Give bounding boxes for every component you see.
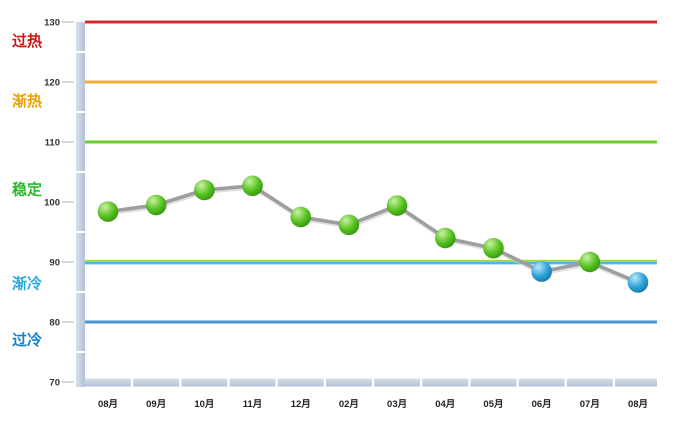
x-axis-bar-segment bbox=[85, 378, 131, 387]
x-tick-label: 05月 bbox=[483, 399, 503, 410]
y-tick-mark bbox=[62, 321, 74, 323]
series-line bbox=[106, 184, 640, 285]
x-axis-bar-segment bbox=[325, 378, 372, 387]
y-axis-bar-segment bbox=[76, 53, 85, 111]
y-axis-bar-segment bbox=[76, 233, 85, 291]
x-tick-label: 08月 bbox=[628, 399, 648, 410]
zone-label: 渐冷 bbox=[12, 275, 42, 293]
data-point-marker-05月-green[interactable] bbox=[482, 237, 504, 259]
x-tick-label: 06月 bbox=[532, 399, 552, 410]
boundary-line-130 bbox=[85, 20, 657, 24]
x-axis-bar-segment bbox=[133, 378, 180, 387]
x-axis-bar-segment bbox=[615, 378, 657, 387]
y-tick-mark bbox=[62, 141, 74, 143]
x-axis-bar-segment bbox=[566, 378, 613, 387]
x-axis-bar-segment bbox=[374, 378, 421, 387]
zone-label: 过冷 bbox=[12, 331, 42, 349]
x-axis-bar-segment bbox=[181, 378, 228, 387]
y-axis-bar-segment bbox=[76, 353, 85, 387]
x-axis-bar-segment bbox=[422, 378, 469, 387]
y-tick-mark bbox=[62, 381, 74, 383]
x-axis-bar-segment bbox=[277, 378, 324, 387]
y-tick-label: 130 bbox=[44, 18, 60, 29]
data-point-marker-03月-green[interactable] bbox=[386, 195, 408, 217]
data-point-marker-02月-green[interactable] bbox=[338, 214, 360, 236]
x-tick-label: 08月 bbox=[98, 399, 118, 410]
x-tick-label: 02月 bbox=[339, 399, 359, 410]
zone-label: 稳定 bbox=[12, 180, 42, 198]
y-axis-bar-segment bbox=[76, 293, 85, 351]
data-point-marker-06月-blue[interactable] bbox=[531, 261, 553, 283]
x-tick-label: 04月 bbox=[435, 399, 455, 410]
boundary-line-120 bbox=[85, 80, 657, 84]
data-point-marker-09月-green[interactable] bbox=[145, 194, 167, 216]
data-point-marker-08月-blue[interactable] bbox=[627, 271, 649, 293]
x-tick-label: 09月 bbox=[146, 399, 166, 410]
y-axis-bar-segment bbox=[76, 173, 85, 231]
boundary-line-80 bbox=[85, 320, 657, 324]
y-tick-label: 110 bbox=[45, 138, 60, 149]
y-tick-mark bbox=[62, 81, 74, 83]
zone-label: 渐热 bbox=[12, 92, 42, 110]
y-tick-label: 80 bbox=[49, 318, 60, 329]
y-axis-bar-segment bbox=[76, 22, 85, 51]
y-tick-label: 100 bbox=[44, 198, 60, 209]
x-tick-label: 03月 bbox=[387, 399, 407, 410]
x-tick-label: 10月 bbox=[194, 399, 214, 410]
y-tick-label: 90 bbox=[49, 258, 60, 269]
data-point-marker-04月-green[interactable] bbox=[434, 227, 456, 249]
x-tick-label: 07月 bbox=[580, 399, 600, 410]
x-axis-bar-segment bbox=[518, 378, 565, 387]
data-point-marker-12月-green[interactable] bbox=[290, 206, 312, 228]
y-tick-mark bbox=[62, 261, 74, 263]
zone-label: 过热 bbox=[12, 32, 42, 50]
x-tick-label: 11月 bbox=[243, 399, 263, 410]
y-axis-bar-segment bbox=[76, 113, 85, 171]
boundary-line-110 bbox=[85, 140, 657, 144]
y-tick-mark bbox=[62, 21, 74, 23]
data-point-marker-08月-green[interactable] bbox=[97, 201, 119, 223]
y-tick-mark bbox=[62, 201, 74, 203]
y-tick-label: 120 bbox=[44, 78, 60, 89]
boundary-line-90-top bbox=[85, 259, 657, 262]
x-tick-label: 12月 bbox=[291, 399, 311, 410]
boundary-line-90-bottom bbox=[85, 262, 657, 265]
data-point-marker-07月-green[interactable] bbox=[579, 251, 601, 273]
y-tick-label: 70 bbox=[49, 378, 60, 389]
data-point-marker-10月-green[interactable] bbox=[193, 179, 215, 201]
data-point-marker-11月-green[interactable] bbox=[242, 175, 264, 197]
x-axis-bar-segment bbox=[229, 378, 276, 387]
x-axis-bar-segment bbox=[470, 378, 517, 387]
